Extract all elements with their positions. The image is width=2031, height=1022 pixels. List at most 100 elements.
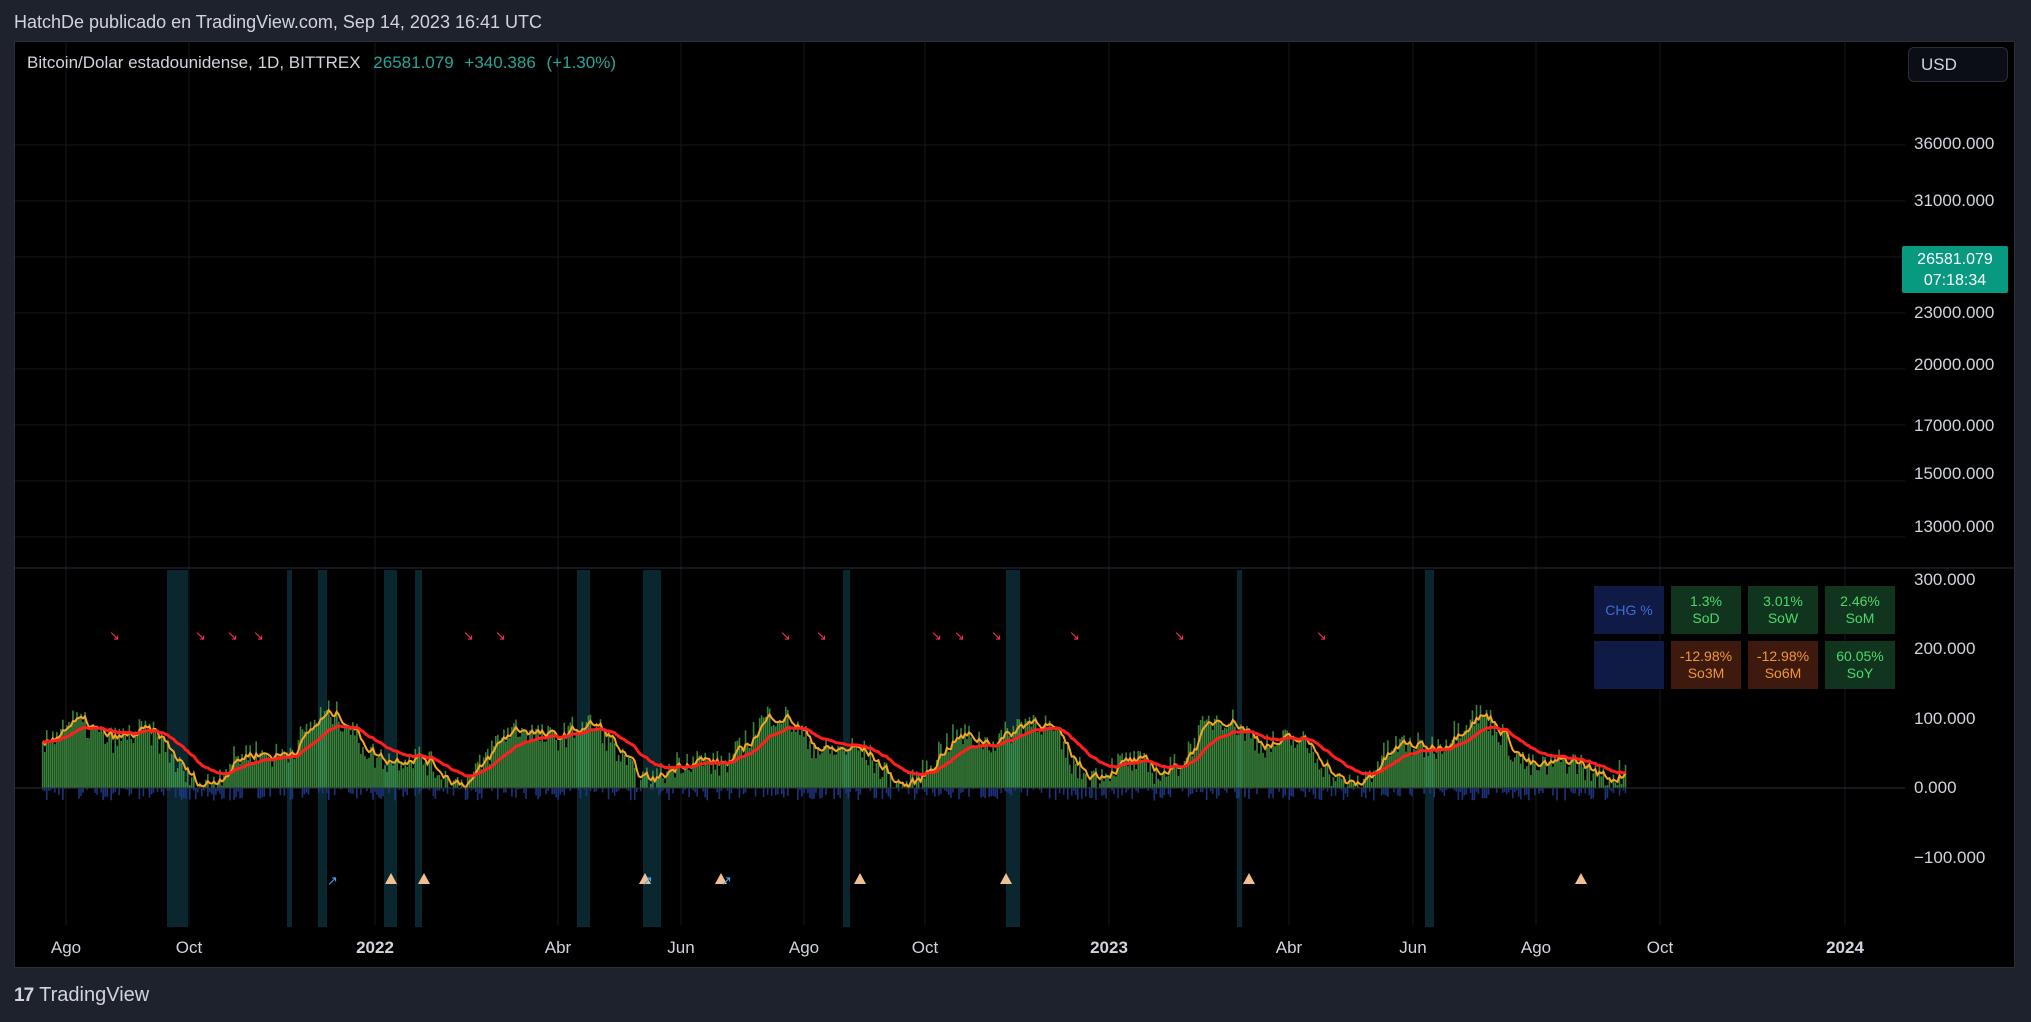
osc-neg-bar bbox=[839, 788, 841, 799]
osc-neg-bar bbox=[515, 788, 517, 798]
osc-bar bbox=[472, 771, 475, 788]
osc-bar bbox=[1292, 735, 1295, 788]
osc-bar bbox=[297, 739, 300, 788]
osc-bar bbox=[1040, 734, 1043, 788]
osc-bar bbox=[416, 754, 419, 788]
osc-bar bbox=[1586, 764, 1589, 788]
osc-bar bbox=[98, 731, 100, 788]
osc-bar bbox=[1137, 750, 1139, 788]
osc-bar bbox=[1612, 774, 1615, 788]
osc-neg-bar bbox=[1127, 788, 1129, 790]
osc-bar bbox=[702, 766, 705, 788]
osc-bar bbox=[408, 753, 411, 788]
osc-neg-bar bbox=[432, 788, 435, 797]
osc-bar bbox=[791, 731, 793, 788]
osc-bar bbox=[732, 753, 735, 788]
osc-bar bbox=[704, 752, 707, 788]
osc-neg-bar bbox=[138, 788, 141, 799]
osc-bar bbox=[895, 782, 898, 788]
osc-bar bbox=[563, 722, 566, 788]
osc-neg-bar bbox=[80, 788, 82, 796]
currency-button[interactable]: USD bbox=[1908, 47, 2008, 82]
osc-neg-bar bbox=[1256, 788, 1258, 795]
osc-bar bbox=[1141, 761, 1144, 788]
osc-bar bbox=[587, 715, 590, 788]
osc-bar bbox=[1465, 725, 1468, 788]
osc-bar bbox=[255, 741, 257, 788]
osc-bar bbox=[70, 723, 72, 788]
osc-bar bbox=[430, 751, 433, 788]
osc-neg-bar bbox=[875, 788, 878, 799]
osc-bar bbox=[756, 735, 759, 788]
osc-bar bbox=[1074, 763, 1077, 788]
osc-bar bbox=[529, 730, 531, 788]
osc-bar bbox=[565, 747, 568, 788]
osc-neg-bar bbox=[881, 788, 884, 800]
osc-bar bbox=[1350, 779, 1353, 788]
osc-neg-bar bbox=[797, 788, 799, 801]
osc-bar bbox=[1260, 740, 1262, 788]
osc-bar bbox=[1598, 764, 1601, 788]
osc-neg-bar bbox=[931, 788, 934, 793]
osc-bar bbox=[797, 721, 799, 788]
osc-bar bbox=[1300, 736, 1303, 788]
osc-bar bbox=[758, 718, 761, 788]
osc-neg-bar bbox=[104, 788, 106, 797]
osc-neg-bar bbox=[563, 788, 566, 796]
osc-bar bbox=[1282, 730, 1284, 788]
osc-bar bbox=[1147, 772, 1150, 788]
osc-neg-bar bbox=[1103, 788, 1105, 795]
osc-bar bbox=[1379, 767, 1381, 788]
osc-bar bbox=[815, 758, 817, 788]
osc-bar bbox=[54, 744, 56, 788]
osc-bar bbox=[994, 750, 997, 788]
osc-bar bbox=[305, 723, 308, 788]
osc-neg-bar bbox=[148, 788, 151, 798]
osc-neg-bar bbox=[241, 788, 243, 798]
osc-neg-bar bbox=[112, 788, 115, 794]
osc-neg-bar bbox=[166, 788, 169, 792]
osc-neg-bar bbox=[1089, 788, 1091, 799]
osc-bar bbox=[301, 729, 304, 788]
osc-neg-bar bbox=[1439, 788, 1442, 791]
osc-neg-bar bbox=[1215, 788, 1218, 799]
table-cell-label: SoD bbox=[1692, 610, 1720, 626]
osc-bar bbox=[851, 738, 854, 788]
osc-neg-bar bbox=[464, 788, 467, 800]
osc-neg-bar bbox=[339, 788, 342, 790]
osc-bar bbox=[670, 766, 672, 788]
osc-bar bbox=[1447, 750, 1450, 788]
osc-neg-bar bbox=[1471, 788, 1474, 801]
osc-bar bbox=[1127, 766, 1129, 788]
osc-bar bbox=[1375, 770, 1377, 788]
osc-neg-bar bbox=[458, 788, 461, 790]
osc-bar bbox=[795, 731, 797, 788]
osc-neg-bar bbox=[162, 788, 165, 796]
osc-bar bbox=[952, 724, 954, 788]
time-axis-tick: 2024 bbox=[1826, 938, 1864, 957]
osc-bar bbox=[531, 724, 533, 788]
osc-bar bbox=[692, 756, 694, 788]
osc-neg-bar bbox=[1477, 788, 1480, 794]
osc-neg-bar bbox=[1461, 788, 1464, 800]
osc-bar bbox=[1050, 727, 1053, 788]
osc-neg-bar bbox=[1423, 788, 1425, 794]
osc-bar bbox=[1509, 759, 1512, 788]
osc-bar bbox=[684, 769, 686, 788]
osc-bar bbox=[1552, 766, 1554, 788]
osc-bar bbox=[1232, 709, 1234, 788]
osc-neg-bar bbox=[577, 788, 580, 790]
osc-neg-bar bbox=[1387, 788, 1389, 797]
osc-bar bbox=[589, 714, 592, 788]
osc-neg-bar bbox=[1346, 788, 1349, 797]
osc-neg-bar bbox=[1352, 788, 1355, 790]
osc-bar bbox=[827, 746, 829, 788]
osc-bar bbox=[1068, 764, 1071, 788]
osc-bar bbox=[1568, 766, 1570, 788]
osc-neg-bar bbox=[627, 788, 630, 791]
tradingview-logo[interactable]: 17 TradingView bbox=[14, 984, 149, 1007]
price-axis-tick: 36000.000 bbox=[1914, 134, 1995, 153]
osc-bar bbox=[190, 777, 193, 788]
osc-neg-bar bbox=[519, 788, 521, 790]
